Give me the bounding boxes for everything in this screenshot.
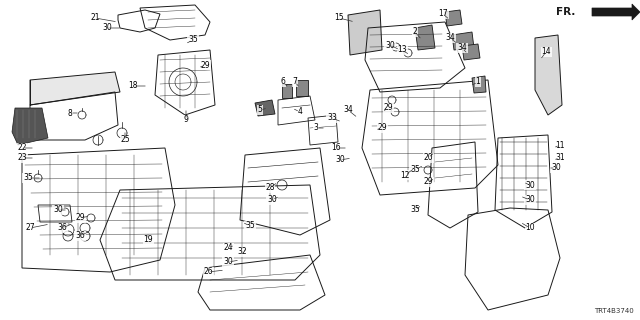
Text: 14: 14 — [541, 47, 551, 57]
Text: 29: 29 — [75, 213, 85, 222]
Polygon shape — [535, 35, 562, 115]
Text: 3: 3 — [314, 124, 319, 132]
Text: 32: 32 — [237, 247, 247, 257]
Polygon shape — [462, 44, 480, 60]
Polygon shape — [30, 72, 120, 105]
Text: 36: 36 — [75, 231, 85, 241]
Text: 34: 34 — [457, 44, 467, 52]
Text: 17: 17 — [438, 10, 448, 19]
Text: 10: 10 — [525, 223, 535, 233]
Text: 30: 30 — [267, 196, 277, 204]
Text: 28: 28 — [265, 183, 275, 193]
Text: 30: 30 — [223, 258, 233, 267]
Text: 31: 31 — [555, 154, 565, 163]
Text: 35: 35 — [188, 36, 198, 44]
Text: FR.: FR. — [556, 7, 575, 17]
Text: 29: 29 — [423, 178, 433, 187]
Text: 35: 35 — [410, 205, 420, 214]
Polygon shape — [282, 84, 292, 98]
Text: 27: 27 — [25, 223, 35, 233]
Text: 30: 30 — [335, 156, 345, 164]
Text: 21: 21 — [90, 13, 100, 22]
Text: TRT4B3740: TRT4B3740 — [595, 308, 634, 314]
Polygon shape — [296, 80, 308, 96]
Text: 30: 30 — [525, 180, 535, 189]
Text: 20: 20 — [423, 154, 433, 163]
Text: 18: 18 — [128, 82, 138, 91]
Text: 34: 34 — [343, 106, 353, 115]
Text: 36: 36 — [57, 223, 67, 233]
Polygon shape — [472, 76, 486, 93]
Text: 33: 33 — [327, 114, 337, 123]
Text: 2: 2 — [413, 28, 417, 36]
Text: 11: 11 — [556, 140, 564, 149]
Text: 34: 34 — [445, 34, 455, 43]
Text: 4: 4 — [298, 108, 303, 116]
Text: 30: 30 — [53, 205, 63, 214]
Text: 19: 19 — [143, 236, 153, 244]
Text: 30: 30 — [102, 23, 112, 33]
Text: 6: 6 — [280, 77, 285, 86]
Text: 29: 29 — [200, 60, 210, 69]
Polygon shape — [592, 4, 640, 20]
Text: 15: 15 — [334, 13, 344, 22]
Polygon shape — [445, 10, 462, 26]
Text: 30: 30 — [525, 196, 535, 204]
Polygon shape — [12, 108, 48, 145]
Polygon shape — [452, 32, 474, 50]
Text: 30: 30 — [385, 41, 395, 50]
Text: 24: 24 — [223, 244, 233, 252]
Text: 7: 7 — [292, 77, 298, 86]
Text: 8: 8 — [68, 108, 72, 117]
Text: 23: 23 — [17, 154, 27, 163]
Polygon shape — [348, 10, 382, 55]
Text: 29: 29 — [383, 103, 393, 113]
Text: 26: 26 — [203, 268, 213, 276]
Text: 35: 35 — [410, 165, 420, 174]
Text: 5: 5 — [257, 106, 262, 115]
Text: 9: 9 — [184, 116, 188, 124]
Text: 16: 16 — [331, 143, 341, 153]
Polygon shape — [415, 25, 435, 50]
Text: 29: 29 — [377, 124, 387, 132]
Text: 25: 25 — [120, 135, 130, 145]
Text: 13: 13 — [397, 45, 407, 54]
Text: 35: 35 — [23, 173, 33, 182]
Text: 35: 35 — [245, 221, 255, 230]
Text: 22: 22 — [17, 143, 27, 153]
Polygon shape — [255, 100, 275, 116]
Text: 12: 12 — [400, 171, 410, 180]
Text: 1: 1 — [476, 77, 481, 86]
Text: 30: 30 — [551, 164, 561, 172]
